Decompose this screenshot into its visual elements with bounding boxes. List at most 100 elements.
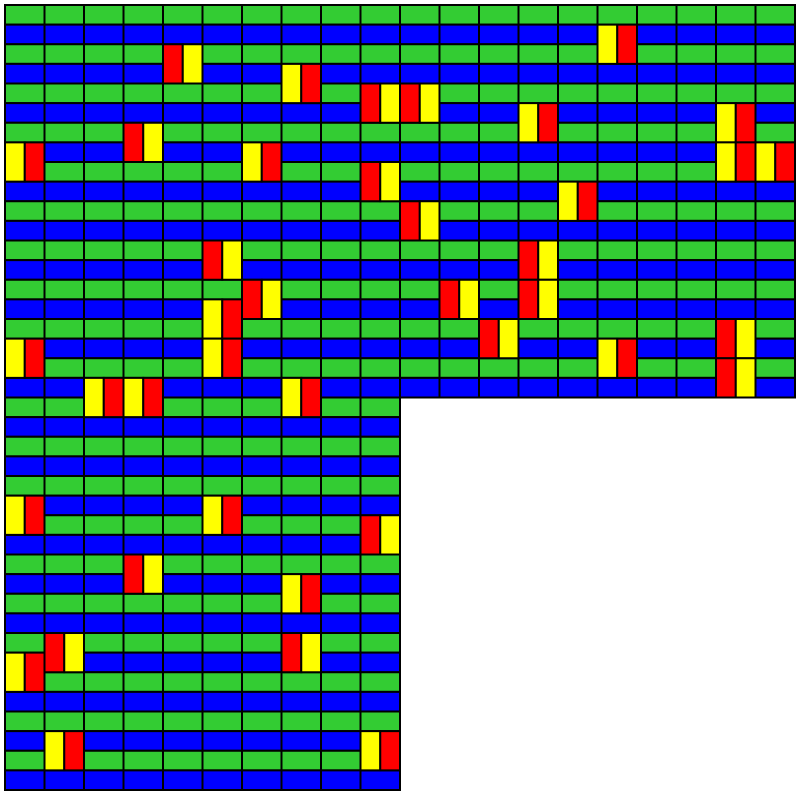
horizontal-domino [359,278,401,301]
horizontal-domino [201,102,243,124]
horizontal-domino [280,455,322,477]
horizontal-domino [280,180,322,203]
horizontal-domino [320,651,362,674]
vertical-domino [83,376,105,419]
horizontal-domino [122,23,164,46]
horizontal-domino [43,435,85,458]
horizontal-domino [83,219,125,242]
horizontal-domino [162,533,204,556]
horizontal-domino [280,278,322,301]
horizontal-domino [359,632,401,654]
horizontal-domino [280,690,322,713]
horizontal-domino [43,769,85,791]
horizontal-domino [320,592,362,615]
horizontal-domino [241,592,283,615]
horizontal-domino [754,259,796,281]
horizontal-domino [201,376,243,399]
horizontal-domino [201,553,243,576]
horizontal-domino [122,259,164,281]
horizontal-domino [201,632,243,654]
horizontal-domino [636,4,678,26]
horizontal-domino [43,259,85,281]
horizontal-domino [241,259,283,281]
horizontal-domino [320,769,362,791]
horizontal-domino [715,180,757,203]
horizontal-domino [280,357,322,379]
horizontal-domino [320,82,362,105]
horizontal-domino [122,161,164,183]
vertical-domino [221,239,243,281]
horizontal-domino [438,357,480,379]
horizontal-domino [517,180,559,203]
vertical-domino [63,632,85,674]
horizontal-domino [636,43,678,65]
horizontal-domino [359,396,401,419]
horizontal-domino [162,4,204,26]
vertical-domino [379,730,401,772]
horizontal-domino [43,219,85,242]
horizontal-domino [675,298,717,320]
horizontal-domino [320,161,362,183]
horizontal-domino [715,43,757,65]
horizontal-domino [201,396,243,419]
horizontal-domino [399,318,441,340]
horizontal-domino [478,141,520,163]
horizontal-domino [715,62,757,85]
horizontal-domino [636,180,678,203]
horizontal-domino [359,298,401,320]
horizontal-domino [83,710,125,733]
horizontal-domino [359,62,401,85]
horizontal-domino [43,141,85,163]
horizontal-domino [4,239,46,262]
vertical-domino [715,141,737,183]
horizontal-domino [162,180,204,203]
vertical-domino [122,376,145,419]
vertical-domino [23,494,46,536]
horizontal-domino [241,200,283,222]
horizontal-domino [122,710,164,733]
horizontal-domino [43,592,85,615]
horizontal-domino [83,102,125,124]
vertical-domino [734,141,757,183]
horizontal-domino [280,514,322,536]
horizontal-domino [320,4,362,26]
vertical-domino [715,318,737,360]
horizontal-domino [280,671,322,693]
horizontal-domino [636,62,678,85]
horizontal-domino [636,376,678,399]
vertical-domino [359,82,382,124]
horizontal-domino [478,43,520,65]
horizontal-domino [557,219,599,242]
horizontal-domino [359,23,401,46]
horizontal-domino [241,43,283,65]
horizontal-domino [280,435,322,458]
horizontal-domino [359,43,401,65]
vertical-domino [241,141,263,183]
horizontal-domino [320,376,362,399]
horizontal-domino [675,4,717,26]
horizontal-domino [280,161,322,183]
horizontal-domino [478,82,520,105]
horizontal-domino [478,121,520,144]
horizontal-domino [320,200,362,222]
vertical-domino [497,318,520,360]
horizontal-domino [241,632,283,654]
horizontal-domino [83,318,125,340]
horizontal-domino [122,435,164,458]
horizontal-domino [636,357,678,379]
horizontal-domino [438,62,480,85]
horizontal-domino [478,180,520,203]
horizontal-domino [43,455,85,477]
horizontal-domino [320,239,362,262]
horizontal-domino [83,612,125,634]
horizontal-domino [43,612,85,634]
horizontal-domino [320,533,362,556]
horizontal-domino [162,278,204,301]
horizontal-domino [4,730,46,752]
horizontal-domino [596,180,638,203]
horizontal-domino [438,219,480,242]
horizontal-domino [320,494,362,517]
horizontal-domino [517,82,559,105]
horizontal-domino [438,4,480,26]
horizontal-domino [399,259,441,281]
